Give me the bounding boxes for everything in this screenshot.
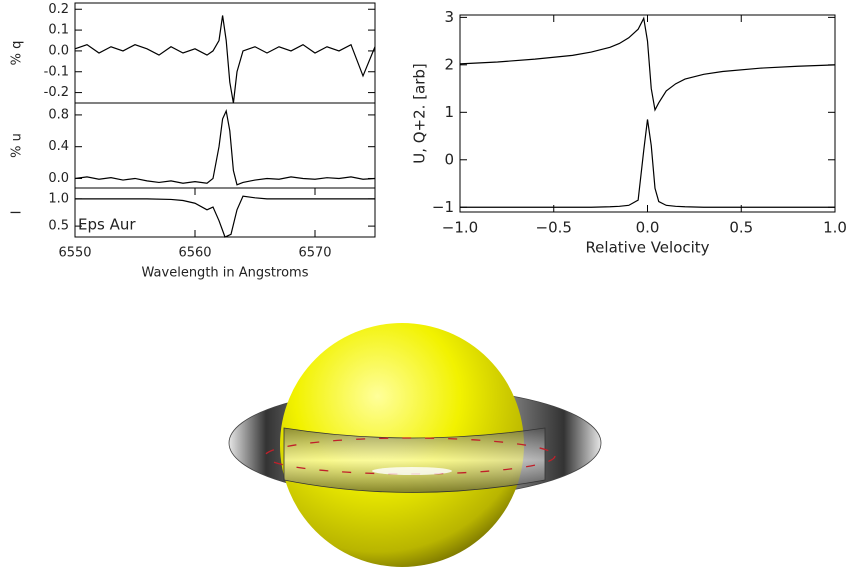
data-line xyxy=(459,16,836,112)
y-tick-label: 0.4 xyxy=(48,139,69,154)
y-axis-label: U, Q+2. [arb] xyxy=(411,63,429,164)
y-tick-label: −1 xyxy=(432,198,454,216)
data-line xyxy=(460,119,835,208)
y-tick-label: -0.2 xyxy=(44,85,69,100)
y-tick-label: 0.0 xyxy=(48,171,69,186)
data-line xyxy=(74,15,376,104)
x-tick-label: 0.5 xyxy=(729,219,753,237)
data-line xyxy=(75,195,375,238)
y-axis-label: % u xyxy=(10,133,25,158)
x-tick-label: −0.5 xyxy=(536,219,572,237)
highlight xyxy=(372,467,452,475)
chart: 0.0 0.4 0.8 % u xyxy=(10,102,376,189)
x-tick-label: 6550 xyxy=(58,246,91,261)
y-tick-label: 0.0 xyxy=(48,43,69,58)
y-tick-label: 1 xyxy=(444,103,454,121)
annotation: Eps Aur xyxy=(78,216,136,234)
x-tick-label: −1.0 xyxy=(442,219,478,237)
y-axis-label: I xyxy=(10,211,25,215)
x-axis-label: Wavelength in Angstroms xyxy=(142,266,309,281)
chart: −1 0 1 2 3 −1.0 −0.5 0.0 0.5 1.0 Relative Velocity… xyxy=(411,8,847,257)
y-tick-label: 0.1 xyxy=(48,23,69,38)
y-axis-label: % q xyxy=(10,41,25,66)
x-tick-label: 6570 xyxy=(298,246,331,261)
orbit-path xyxy=(264,437,556,475)
x-axis-label: Relative Velocity xyxy=(585,239,709,257)
y-tick-label: 3 xyxy=(444,8,454,26)
disk-front xyxy=(283,427,546,493)
y-tick-label: -0.1 xyxy=(44,64,69,79)
y-tick-label: 1.0 xyxy=(48,191,69,206)
x-tick-label: 6560 xyxy=(178,246,211,261)
y-tick-label: 0 xyxy=(444,150,454,168)
x-tick-label: 0.0 xyxy=(636,219,660,237)
plot-frame xyxy=(74,2,376,104)
chart: 0.5 1.0 6550 6560 6570 Wavelength in Angstrom… xyxy=(10,187,376,281)
star-disk-illustration xyxy=(228,323,602,567)
y-tick-label: 0.8 xyxy=(48,107,69,122)
plot-frame xyxy=(74,102,376,189)
chart: -0.2 -0.1 0.0 0.1 0.2 % q xyxy=(10,2,376,104)
y-tick-label: 2 xyxy=(444,55,454,73)
y-tick-label: 0.5 xyxy=(48,219,69,234)
data-line xyxy=(74,108,376,186)
x-tick-label: 1.0 xyxy=(823,219,847,237)
y-tick-label: 0.2 xyxy=(48,2,69,17)
